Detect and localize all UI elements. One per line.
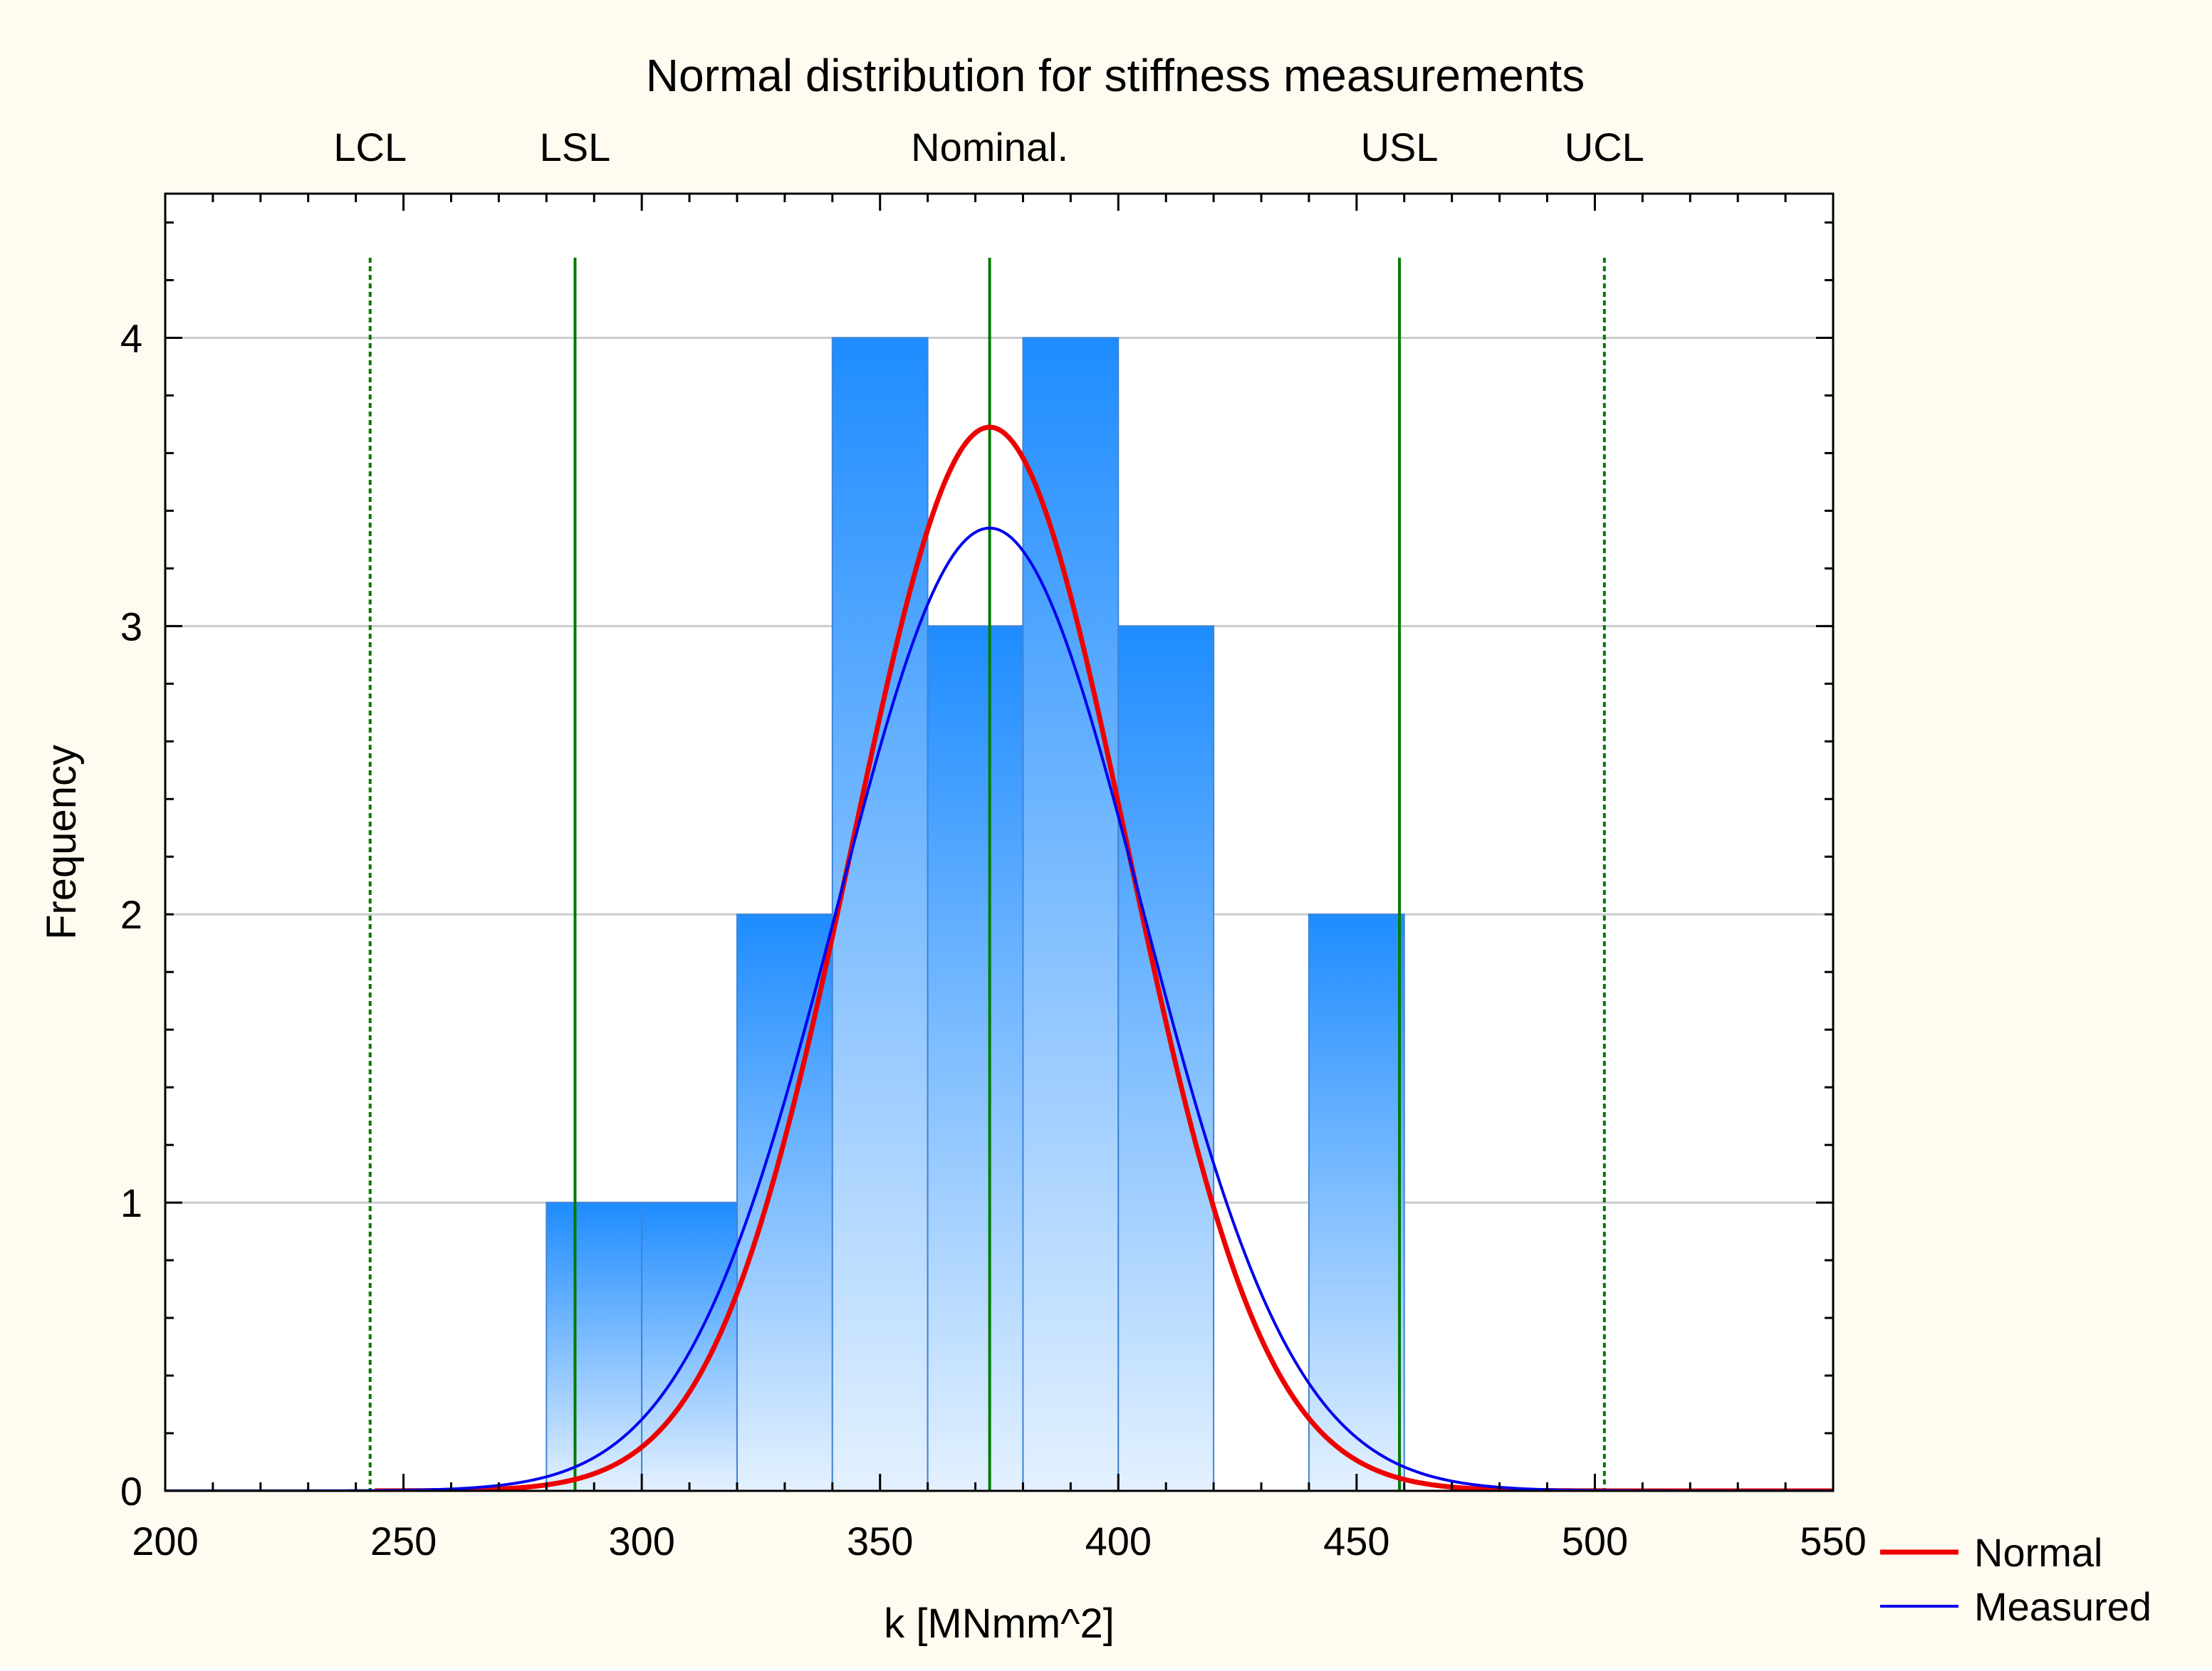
reference-line-labels: LCL LSL Nominal. USL UCL (333, 125, 1644, 169)
legend: Normal Measured (1880, 1530, 2151, 1629)
bar-380-400 (1022, 337, 1120, 1492)
ref-label-ucl: UCL (1565, 125, 1644, 169)
y-tick-label-0: 0 (120, 1469, 142, 1514)
x-tick-label-250: 250 (370, 1519, 437, 1563)
bar-400-420 (1117, 625, 1215, 1492)
x-tick-label-500: 500 (1562, 1519, 1628, 1563)
y-axis-label: Frequency (38, 745, 85, 940)
y-tick-label-4: 4 (120, 315, 142, 360)
x-tick-label-450: 450 (1323, 1519, 1389, 1563)
bar-440-460 (1308, 913, 1405, 1492)
legend-label-normal: Normal (1974, 1530, 2102, 1575)
bar-340-360 (831, 337, 929, 1492)
chart-title: Normal distribution for stiffness measur… (646, 50, 1585, 101)
x-tick-label-400: 400 (1085, 1519, 1152, 1563)
x-tick-label-200: 200 (132, 1519, 198, 1563)
ref-label-lsl: LSL (540, 125, 611, 169)
y-tick-label-3: 3 (120, 604, 142, 649)
x-tick-label-550: 550 (1800, 1519, 1866, 1563)
ref-label-nominal: Nominal. (911, 125, 1068, 169)
y-tick-label-2: 2 (120, 892, 142, 937)
bar-280-300 (546, 1202, 643, 1492)
axis-tick-labels: 200 250 300 350 400 450 500 550 0 1 2 3 4 (120, 315, 1867, 1563)
reference-lines (368, 258, 1606, 1491)
bar-360-380 (927, 625, 1024, 1492)
ref-label-lcl: LCL (333, 125, 407, 169)
bar-300-320 (641, 1202, 738, 1492)
x-axis-label: k [MNmm^2] (884, 1601, 1115, 1647)
plot-frame (164, 192, 1835, 1492)
x-tick-label-350: 350 (847, 1519, 913, 1563)
ref-label-usl: USL (1361, 125, 1439, 169)
y-tick-label-1: 1 (120, 1180, 142, 1225)
x-tick-label-300: 300 (608, 1519, 674, 1563)
axis-ticks (164, 194, 1835, 1492)
legend-label-measured: Measured (1974, 1584, 2151, 1629)
